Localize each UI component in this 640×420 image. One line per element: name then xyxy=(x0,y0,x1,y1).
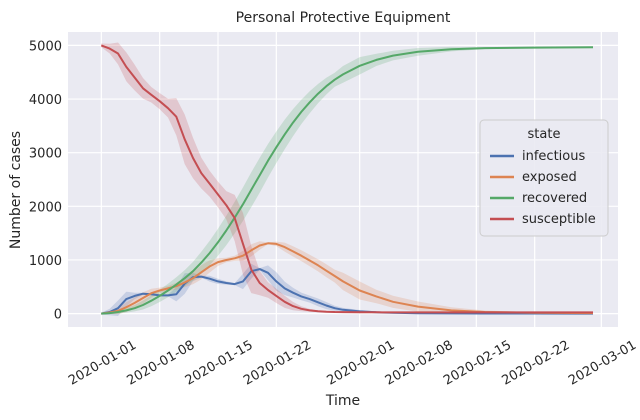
y-tick-label: 4000 xyxy=(29,93,62,108)
x-tick-label: 2020-03-01 xyxy=(566,338,639,389)
recovered-band xyxy=(101,46,594,315)
y-tick-label: 5000 xyxy=(29,39,62,54)
y-axis-ticks: 0 1000 2000 3000 4000 5000 xyxy=(29,39,62,322)
legend-label-infectious: infectious xyxy=(522,149,585,164)
series-lines xyxy=(100,44,594,315)
susceptible-line xyxy=(100,44,593,314)
y-tick-label: 3000 xyxy=(29,147,62,162)
legend-label-recovered: recovered xyxy=(522,191,587,206)
legend-label-exposed: exposed xyxy=(522,170,577,185)
susceptible-band xyxy=(101,42,594,314)
x-axis-title: Time xyxy=(325,393,360,409)
y-tick-label: 2000 xyxy=(29,200,62,215)
legend-label-susceptible: susceptible xyxy=(522,212,596,227)
exposed-line xyxy=(101,242,594,315)
chart-title: Personal Protective Equipment xyxy=(236,10,451,26)
recovered-line xyxy=(101,46,594,315)
legend: state infectious exposed recovered suscepti… xyxy=(479,119,609,237)
y-tick-label: 0 xyxy=(54,308,62,323)
legend-title: state xyxy=(528,127,561,142)
x-axis-ticks: 2020-01-012020-01-082020-01-152020-01-22… xyxy=(66,338,639,389)
y-axis-title: Number of cases xyxy=(8,131,24,249)
legend-box xyxy=(479,119,609,237)
y-tick-label: 1000 xyxy=(29,254,62,269)
